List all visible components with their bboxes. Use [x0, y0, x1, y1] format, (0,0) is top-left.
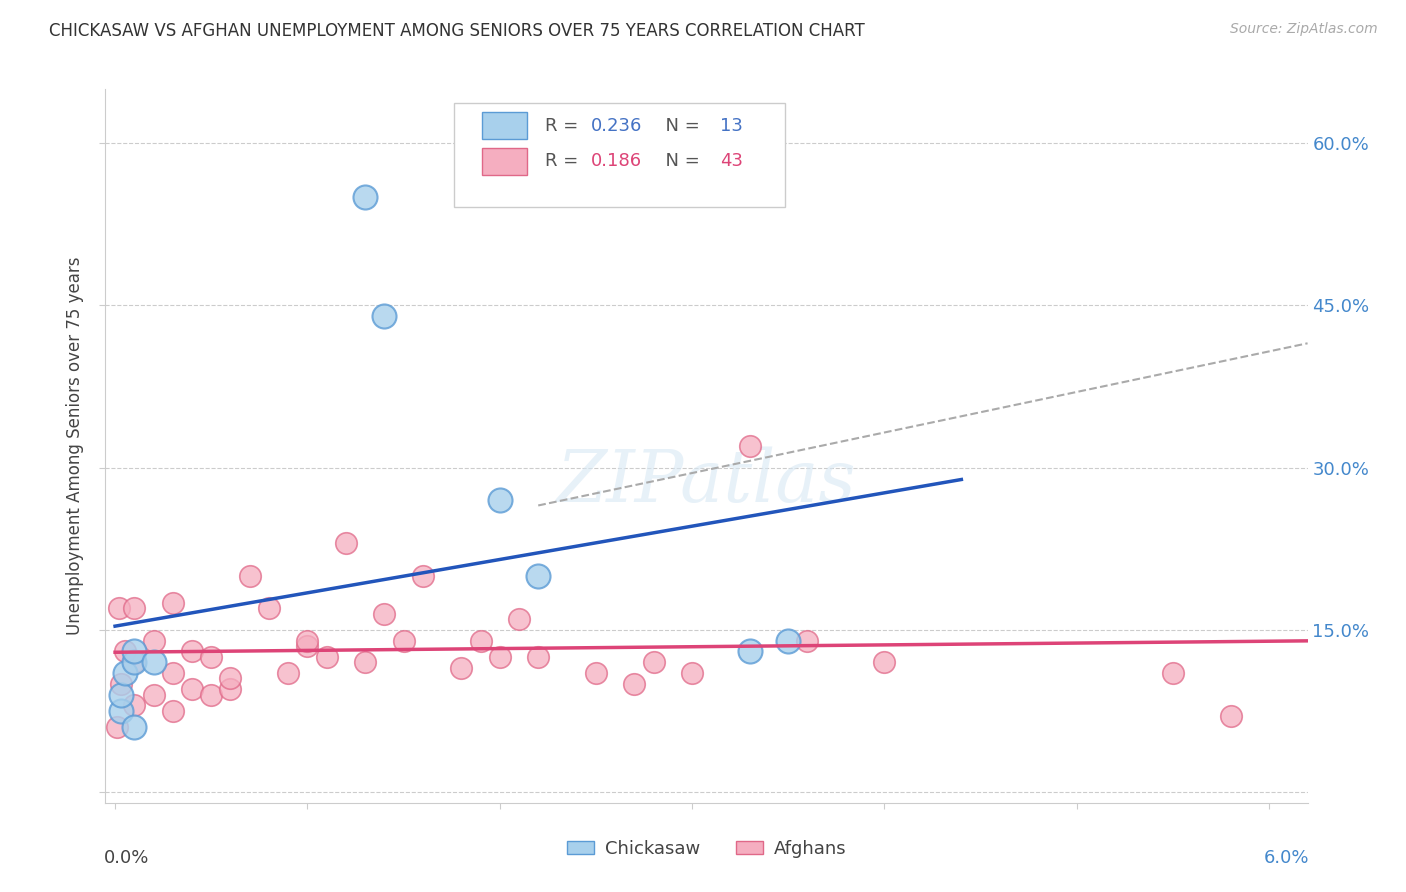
Point [108, 601, 131, 615]
Point [778, 633, 800, 648]
Point [412, 568, 434, 582]
Text: 0.236: 0.236 [591, 117, 643, 135]
Point [124, 655, 146, 669]
Point [508, 612, 530, 626]
FancyBboxPatch shape [454, 103, 785, 207]
Point [796, 633, 818, 648]
Text: R =: R = [546, 117, 585, 135]
Point [488, 649, 510, 664]
Point [219, 682, 242, 697]
Point [114, 644, 136, 658]
Text: ZIPatlas: ZIPatlas [557, 446, 856, 517]
Point [200, 688, 222, 702]
Point [124, 601, 146, 615]
Point [392, 633, 415, 648]
Point [142, 688, 165, 702]
Point [315, 649, 337, 664]
Point [527, 568, 550, 582]
Legend: Chickasaw, Afghans: Chickasaw, Afghans [560, 833, 853, 865]
Point [239, 568, 262, 582]
Text: 6.0%: 6.0% [1263, 849, 1309, 867]
Point [1219, 709, 1241, 723]
Point [585, 666, 607, 681]
Point [110, 704, 132, 718]
Point [623, 677, 645, 691]
Point [527, 649, 550, 664]
Point [110, 677, 132, 691]
Point [738, 439, 761, 453]
Point [470, 633, 492, 648]
Point [354, 655, 377, 669]
Point [738, 644, 761, 658]
Point [335, 536, 357, 550]
Text: N =: N = [654, 117, 706, 135]
Point [1161, 666, 1184, 681]
FancyBboxPatch shape [482, 112, 527, 139]
Point [354, 190, 377, 204]
Point [124, 698, 146, 713]
Text: Source: ZipAtlas.com: Source: ZipAtlas.com [1230, 22, 1378, 37]
Point [124, 720, 146, 734]
Point [373, 607, 395, 621]
Point [114, 666, 136, 681]
Point [110, 688, 132, 702]
FancyBboxPatch shape [482, 148, 527, 175]
Point [162, 666, 184, 681]
Point [142, 633, 165, 648]
Point [219, 672, 242, 686]
Text: 0.0%: 0.0% [104, 849, 149, 867]
Text: N =: N = [654, 153, 706, 170]
Point [200, 649, 222, 664]
Point [142, 655, 165, 669]
Point [488, 493, 510, 508]
Point [681, 666, 703, 681]
Point [277, 666, 299, 681]
Text: CHICKASAW VS AFGHAN UNEMPLOYMENT AMONG SENIORS OVER 75 YEARS CORRELATION CHART: CHICKASAW VS AFGHAN UNEMPLOYMENT AMONG S… [49, 22, 865, 40]
Point [643, 655, 665, 669]
Text: R =: R = [546, 153, 585, 170]
Text: 43: 43 [720, 153, 742, 170]
Point [105, 720, 128, 734]
Point [124, 644, 146, 658]
Point [873, 655, 896, 669]
Point [181, 644, 204, 658]
Point [162, 596, 184, 610]
Y-axis label: Unemployment Among Seniors over 75 years: Unemployment Among Seniors over 75 years [66, 257, 84, 635]
Point [373, 310, 395, 324]
Point [297, 639, 319, 653]
Point [450, 660, 472, 674]
Point [162, 704, 184, 718]
Point [181, 682, 204, 697]
Text: 0.186: 0.186 [591, 153, 643, 170]
Point [257, 601, 280, 615]
Point [124, 655, 146, 669]
Point [297, 633, 319, 648]
Text: 13: 13 [720, 117, 742, 135]
